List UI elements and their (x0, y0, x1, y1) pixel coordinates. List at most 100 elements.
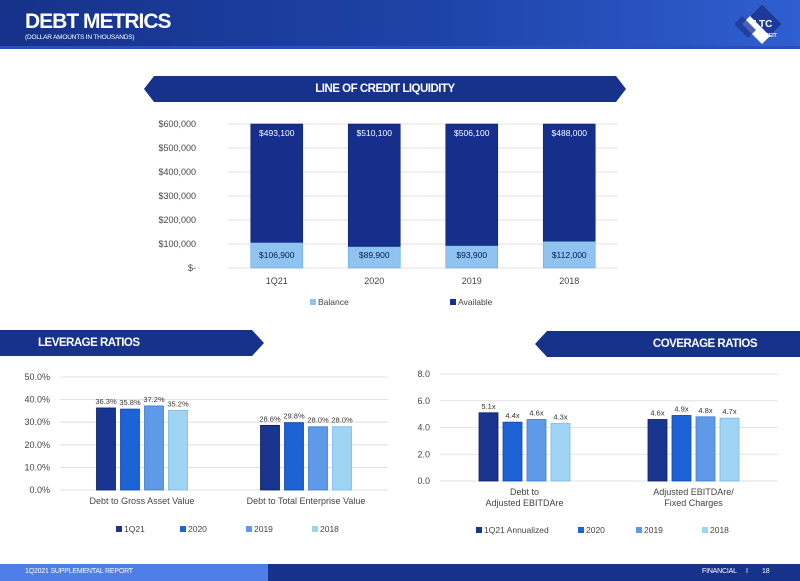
data-label: $106,900 (259, 250, 295, 260)
bar-2019 (144, 405, 164, 491)
legend-swatch (116, 526, 122, 532)
data-label: 35.8% (119, 398, 141, 407)
data-label: 4.6x (529, 408, 543, 417)
y-tick-label: 20.0% (24, 440, 50, 450)
data-label: 28.0% (307, 416, 329, 425)
bar-2018 (719, 417, 740, 482)
ltc-logo: LTC REIT (734, 4, 782, 44)
y-tick-label: 40.0% (24, 395, 50, 405)
legend-label: 2020 (188, 524, 207, 534)
bar-2018 (168, 410, 188, 491)
footer-section-label: FINANCIAL (702, 568, 737, 575)
line-of-credit-banner (144, 76, 626, 102)
x-tick-label: 2019 (462, 276, 482, 286)
footer-accent (0, 564, 268, 581)
legend-label: 2019 (644, 525, 663, 535)
legend-label: Balance (318, 297, 349, 307)
data-label: 4.8x (698, 406, 712, 415)
bar-2020 (671, 415, 692, 482)
page-title: DEBT METRICS (25, 10, 171, 33)
bar-2018 (332, 426, 352, 491)
bar-1q21 (260, 424, 280, 491)
y-tick-label: 8.0 (417, 369, 430, 379)
data-label: $510,100 (357, 128, 393, 138)
y-tick-label: $400,000 (158, 167, 196, 177)
x-tick-label: Debt to Total Enterprise Value (247, 496, 366, 506)
y-tick-label: 2.0 (417, 449, 430, 459)
page-subtitle: (DOLLAR AMOUNTS IN THOUSANDS) (25, 34, 135, 41)
footer-bar: 1Q2021 SUPPLEMENTAL REPORT FINANCIAL I 1… (0, 564, 800, 581)
x-tick-label: Debt to Gross Asset Value (90, 496, 195, 506)
legend-swatch (578, 527, 584, 533)
data-label: $89,900 (359, 250, 390, 260)
legend-swatch (246, 526, 252, 532)
data-label: 29.8% (283, 412, 305, 421)
x-tick-label: Debt to (510, 487, 539, 497)
data-label: 35.2% (167, 399, 189, 408)
logo-text: LTC (754, 19, 773, 30)
data-label: 4.3x (553, 412, 567, 421)
y-tick-label: 0.0% (29, 485, 50, 495)
y-tick-label: 50.0% (24, 372, 50, 382)
y-tick-label: $- (188, 263, 196, 273)
x-tick-label: 2020 (364, 276, 384, 286)
leverage-banner (0, 330, 264, 356)
bar-2018 (550, 423, 571, 482)
data-label: $112,000 (552, 250, 587, 260)
y-tick-label: 10.0% (24, 462, 50, 472)
coverage-banner (535, 331, 800, 357)
bar-balance (250, 242, 304, 269)
bar-available (347, 123, 401, 247)
x-tick-label: 2018 (559, 276, 579, 286)
bar-1q21-annualized (647, 419, 668, 482)
data-label: 4.6x (650, 408, 664, 417)
legend-label: 2018 (710, 525, 729, 535)
y-tick-label: 30.0% (24, 417, 50, 427)
x-tick-label: Adjusted EBITDAre (485, 498, 563, 508)
data-label: 36.3% (95, 397, 117, 406)
data-label: $506,100 (454, 128, 490, 138)
data-label: 28.0% (331, 416, 353, 425)
legend-label: 2018 (320, 524, 339, 534)
data-label: 4.7x (722, 407, 736, 416)
header-accent-strip (0, 46, 800, 49)
legend-swatch (702, 527, 708, 533)
data-label: $493,100 (259, 128, 295, 138)
legend-swatch (180, 526, 186, 532)
legend-label: 2020 (586, 525, 605, 535)
legend-swatch (312, 526, 318, 532)
header-bar: DEBT METRICS (DOLLAR AMOUNTS IN THOUSAND… (0, 0, 800, 46)
y-tick-label: $200,000 (158, 215, 196, 225)
y-tick-label: $500,000 (158, 143, 196, 153)
line-of-credit-title: LINE OF CREDIT LIQUIDITY (315, 83, 455, 95)
bar-available (542, 123, 596, 242)
legend-swatch (450, 299, 456, 305)
legend-swatch (310, 299, 316, 305)
bar-available (250, 123, 304, 243)
legend-label: 2019 (254, 524, 273, 534)
bar-2020 (284, 422, 304, 491)
data-label: 4.4x (505, 411, 519, 420)
footer-page-number: 18 (762, 568, 770, 575)
legend-swatch (476, 527, 482, 533)
y-tick-label: $300,000 (158, 191, 196, 201)
data-label: 37.2% (143, 395, 165, 404)
data-label: 28.6% (259, 414, 281, 423)
legend-label: 1Q21 Annualized (484, 525, 549, 535)
y-tick-label: 6.0 (417, 396, 430, 406)
footer-report-label: 1Q2021 SUPPLEMENTAL REPORT (25, 568, 133, 575)
leverage-ratios-chart: 0.0%10.0%20.0%30.0%40.0%50.0%36.3% 35.8% 3… (24, 372, 388, 534)
x-tick-label: Fixed Charges (664, 498, 723, 508)
footer-separator: I (746, 568, 748, 575)
y-tick-label: $600,000 (158, 119, 196, 129)
bar-1q21 (96, 407, 116, 491)
logo-subtext: REIT (765, 33, 776, 39)
data-label: $93,900 (456, 250, 487, 260)
y-tick-label: $100,000 (158, 239, 196, 249)
bar-available (445, 123, 499, 246)
line-of-credit-chart: $- $100,000 $200,000 $300,000 $400,000 $500,0… (158, 119, 618, 307)
y-tick-label: 0.0 (417, 476, 430, 486)
bar-1q21-annualized (478, 412, 499, 482)
data-label: 5.1x (481, 402, 495, 411)
